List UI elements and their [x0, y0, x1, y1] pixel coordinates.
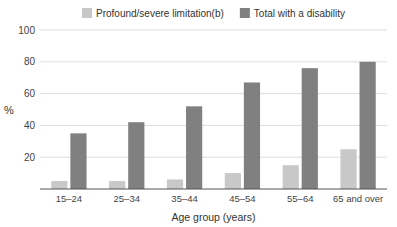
legend-swatch	[82, 8, 92, 18]
bar	[51, 181, 67, 189]
bar	[340, 149, 356, 189]
bar	[70, 133, 86, 189]
chart-container: 20 40 60 80 100% 15–24 25–34 35–44 45–54 55–64 65 …	[0, 0, 397, 227]
y-tick-label: 20	[24, 152, 36, 163]
bar	[128, 122, 144, 189]
chart: 20 40 60 80 100% 15–24 25–34 35–44 45–54 55–64 65 …	[0, 0, 397, 227]
x-tick-label: 65 and over	[333, 193, 383, 204]
bars	[51, 62, 375, 189]
bar	[360, 62, 376, 189]
x-tick-label: 15–24	[56, 193, 82, 204]
bar	[167, 179, 183, 189]
grid-line	[40, 61, 387, 62]
y-tick-label: 100	[18, 25, 35, 36]
legend-item: Total with a disability	[240, 8, 345, 19]
x-tick-label: 45–54	[229, 193, 255, 204]
legend-swatch	[240, 8, 250, 18]
bar	[186, 106, 202, 189]
legend-label: Total with a disability	[254, 8, 345, 19]
legend: Profound/severe limitation(b) Total with …	[82, 8, 345, 19]
grid-line	[40, 93, 387, 94]
bar	[244, 82, 260, 189]
grid-line	[40, 157, 387, 158]
bar	[283, 165, 299, 189]
x-tick-label: 35–44	[171, 193, 197, 204]
x-axis-line	[40, 189, 387, 190]
grid-line	[40, 30, 387, 31]
bar	[302, 68, 318, 189]
grid-line	[40, 125, 387, 126]
x-tick-label: 25–34	[114, 193, 140, 204]
legend-label: Profound/severe limitation(b)	[96, 8, 224, 19]
x-tick-label: 55–64	[287, 193, 313, 204]
bar	[109, 181, 125, 189]
y-axis-label: %	[4, 104, 14, 116]
legend-item: Profound/severe limitation(b)	[82, 8, 224, 19]
y-tick-label: 40	[24, 120, 36, 131]
y-tick-label: 60	[24, 88, 36, 99]
bar	[225, 173, 241, 189]
y-tick-label: 80	[24, 56, 36, 67]
x-axis-label: Age group (years)	[171, 211, 255, 223]
